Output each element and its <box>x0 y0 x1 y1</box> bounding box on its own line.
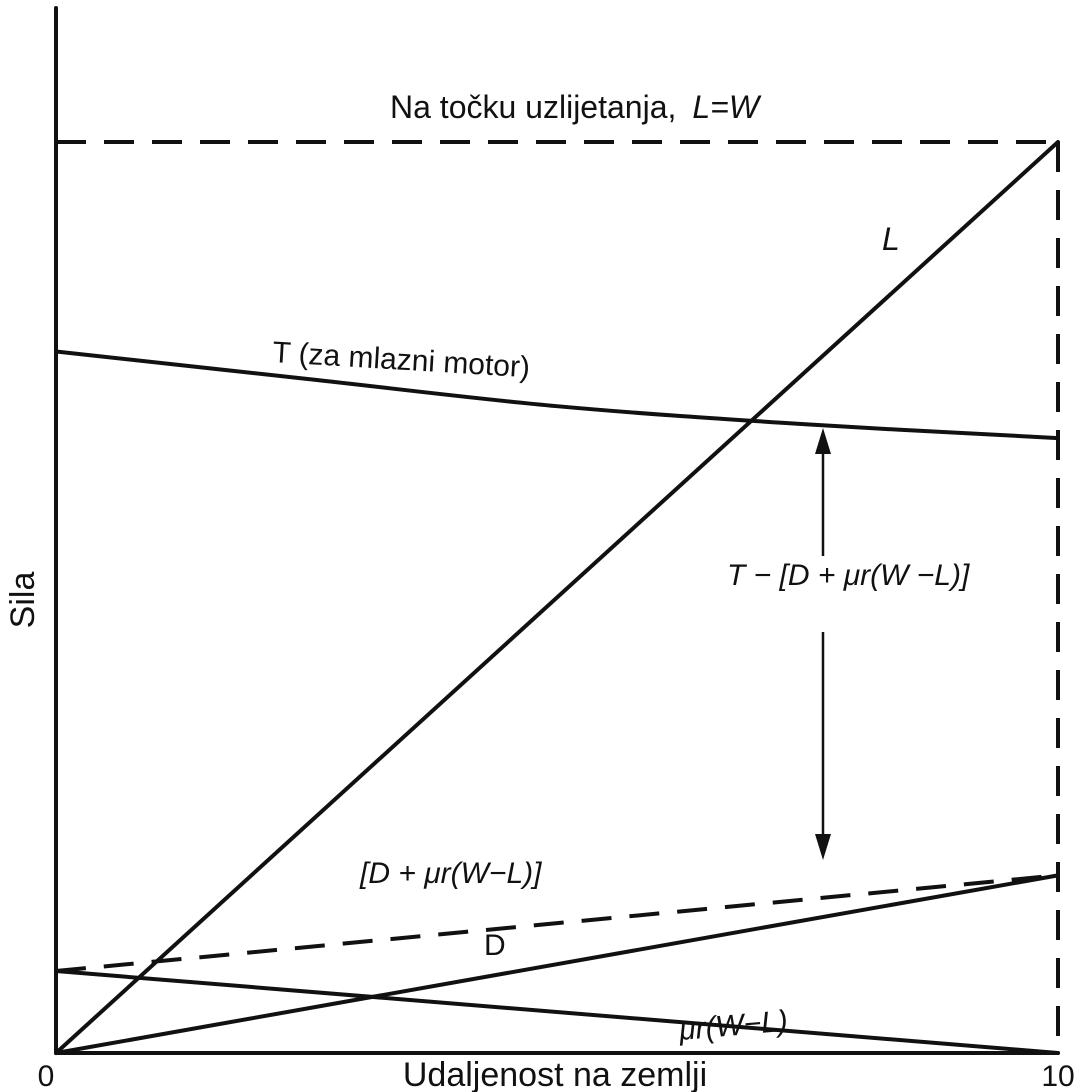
takeoff-annotation: Na točku uzlijetanja, L=W <box>390 89 762 125</box>
x-tick-label-10: 10 <box>1041 1060 1074 1092</box>
series-label-resistance: [D + μr(W−L)] <box>359 857 542 890</box>
takeoff-equation: L=W <box>692 89 761 125</box>
arrow-up-head <box>815 428 831 454</box>
series-line-friction <box>54 969 1060 1055</box>
series-label-T: T (za mlazni motor) <box>272 336 531 384</box>
series-label-D: D <box>484 929 506 962</box>
series-line-D <box>54 873 1060 1055</box>
net-force-label: T − [D + μr(W −L)] <box>727 559 970 592</box>
annotation-layer <box>815 428 831 860</box>
y-axis-label: Sila <box>4 572 42 629</box>
series-label-L: L <box>882 221 900 257</box>
series-line-L <box>54 140 1060 1055</box>
x-axis-label: Udaljenost na zemlji <box>403 1056 707 1092</box>
series-label-friction: μr(W−L) <box>677 1005 789 1047</box>
arrow-down-head <box>815 834 831 860</box>
axes-frame <box>54 6 1060 1055</box>
x-tick-label-0: 0 <box>38 1060 55 1092</box>
takeoff-text: Na točku uzlijetanja, <box>390 89 676 125</box>
series-line-resistance <box>55 873 1059 974</box>
series-layer <box>54 140 1060 1055</box>
series-line-T <box>54 349 1060 441</box>
